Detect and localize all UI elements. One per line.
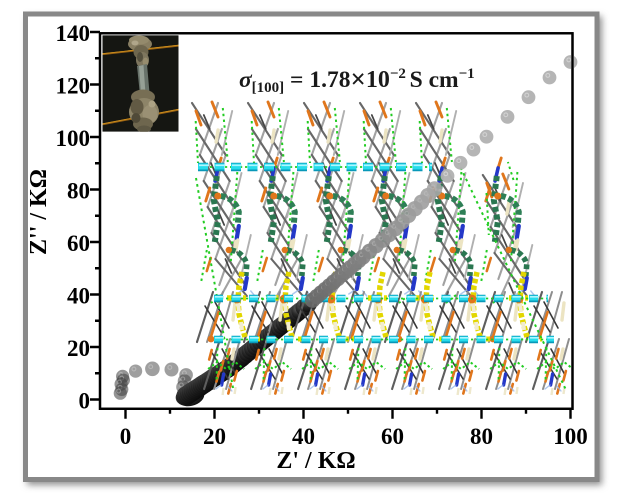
svg-text:σ[100] = 1.78×10−2 S cm−1: σ[100] = 1.78×10−2 S cm−1 bbox=[239, 64, 475, 96]
svg-text:100: 100 bbox=[56, 126, 91, 151]
svg-text:140: 140 bbox=[56, 21, 91, 46]
svg-text:Z' / KΩ: Z' / KΩ bbox=[276, 448, 355, 474]
svg-text:80: 80 bbox=[67, 179, 90, 204]
svg-text:20: 20 bbox=[67, 336, 90, 361]
svg-text:40: 40 bbox=[292, 424, 315, 449]
svg-text:120: 120 bbox=[56, 74, 91, 99]
svg-text:0: 0 bbox=[79, 389, 91, 414]
svg-text:60: 60 bbox=[381, 424, 404, 449]
svg-text:40: 40 bbox=[67, 284, 90, 309]
svg-text:80: 80 bbox=[470, 424, 493, 449]
svg-text:60: 60 bbox=[67, 231, 90, 256]
svg-text:100: 100 bbox=[553, 424, 588, 449]
svg-text:0: 0 bbox=[120, 424, 132, 449]
svg-text:20: 20 bbox=[203, 424, 226, 449]
svg-text:Z'' / KΩ: Z'' / KΩ bbox=[26, 169, 52, 255]
